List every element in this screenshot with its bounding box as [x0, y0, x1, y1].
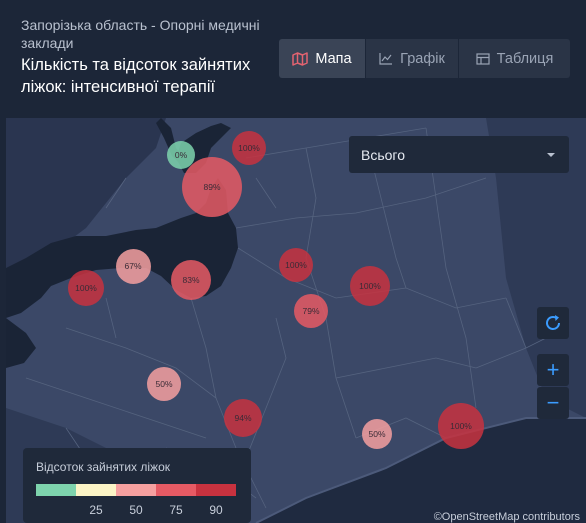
tab-map[interactable]: Мапа: [279, 39, 365, 78]
chart-line-icon: [379, 53, 393, 65]
zoom-out-button[interactable]: −: [537, 387, 569, 419]
tab-chart-label: Графік: [400, 50, 445, 67]
tab-map-label: Мапа: [315, 50, 352, 67]
refresh-button[interactable]: [537, 307, 569, 339]
legend-title: Відсоток зайнятих ліжок: [36, 460, 170, 474]
map-marker[interactable]: 100%: [232, 131, 266, 165]
map-marker[interactable]: 83%: [171, 260, 211, 300]
map-attribution: ©OpenStreetMap contributors: [433, 511, 580, 523]
map-marker[interactable]: 100%: [350, 266, 390, 306]
chevron-down-icon: [547, 152, 555, 157]
tab-table-label: Таблиця: [496, 50, 554, 67]
zoom-in-button[interactable]: +: [537, 354, 569, 386]
map-marker[interactable]: 67%: [115, 248, 151, 284]
map-marker[interactable]: 50%: [362, 419, 392, 449]
table-icon: [476, 52, 490, 65]
page-title: Кількість та відсоток зайнятих ліжок: ін…: [21, 56, 251, 96]
facility-filter-select[interactable]: Всього: [349, 136, 569, 173]
legend-ticks: 25 50 75 90: [36, 503, 236, 517]
map-marker[interactable]: 94%: [224, 399, 262, 437]
tab-chart[interactable]: Графік: [365, 39, 458, 78]
legend-tick: 25: [89, 503, 103, 517]
region-title: Запорізька область - Опорні медичні закл…: [21, 17, 260, 51]
map-marker[interactable]: 100%: [68, 270, 104, 306]
refresh-icon: [546, 315, 560, 330]
header: Запорізька область - Опорні медичні закл…: [0, 0, 586, 118]
map-marker[interactable]: 50%: [147, 367, 181, 401]
map-marker[interactable]: 89%: [182, 157, 242, 217]
map-icon: [292, 51, 309, 66]
legend: Відсоток зайнятих ліжок 25 50 75 90: [23, 448, 251, 523]
filter-selected-value: Всього: [361, 146, 406, 163]
map-marker[interactable]: 79%: [294, 294, 328, 328]
view-tabs: Мапа Графік Таблиця: [279, 39, 570, 78]
legend-swatch: [116, 484, 156, 496]
legend-swatch: [76, 484, 116, 496]
tab-table[interactable]: Таблиця: [458, 39, 570, 78]
legend-tick: 75: [169, 503, 183, 517]
legend-tick: 50: [129, 503, 143, 517]
legend-swatch: [196, 484, 236, 496]
legend-color-scale: [36, 484, 236, 496]
legend-swatch: [156, 484, 196, 496]
legend-tick: 90: [209, 503, 223, 517]
map-marker[interactable]: 100%: [279, 248, 313, 282]
legend-swatch: [36, 484, 76, 496]
map-marker[interactable]: 100%: [438, 403, 484, 449]
